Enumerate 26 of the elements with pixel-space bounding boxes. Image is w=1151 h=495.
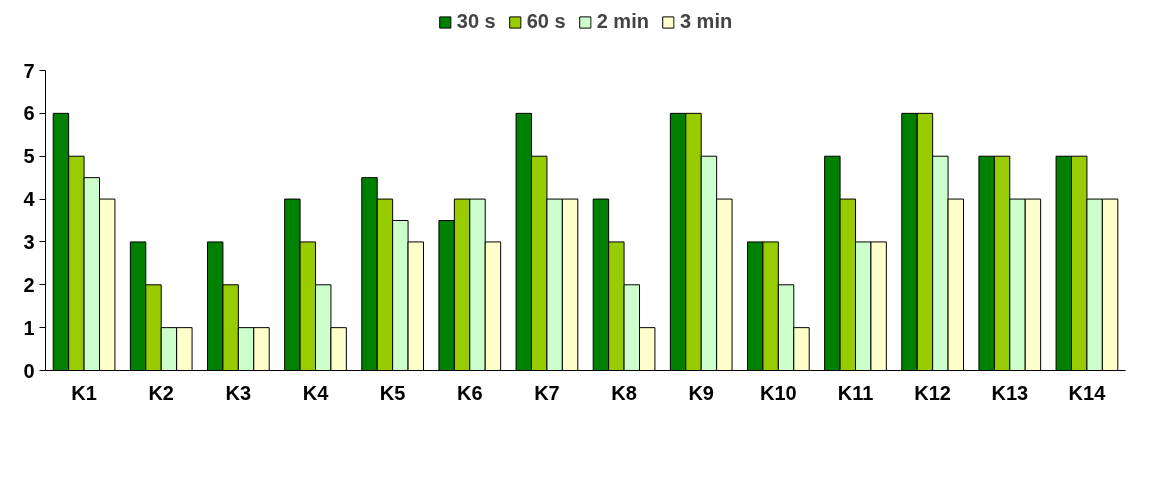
y-tick-label: 6: [23, 102, 35, 125]
x-tick-label: K7: [534, 381, 560, 404]
legend-label: 2 min: [596, 10, 649, 33]
y-tick-label: 4: [23, 188, 36, 211]
x-tick-label: K8: [611, 381, 637, 404]
y-tick-label: 0: [23, 359, 35, 382]
legend-label: 3 min: [679, 10, 733, 33]
x-tick-label: K9: [688, 381, 715, 404]
x-tick-label: K14: [1068, 381, 1107, 404]
y-tick-label: 3: [23, 230, 35, 253]
x-tick-label: K6: [457, 381, 483, 404]
x-tick-label: K2: [148, 381, 175, 404]
x-tick-label: K1: [71, 381, 97, 404]
x-tick-label: K3: [225, 381, 252, 404]
x-tick-label: K12: [914, 381, 951, 404]
y-tick-label: 7: [23, 59, 35, 82]
y-tick-label: 2: [23, 273, 35, 296]
y-tick-label: 1: [23, 316, 35, 339]
x-tick-label: K13: [991, 381, 1029, 404]
x-tick-label: K11: [837, 381, 874, 404]
x-tick-label: K5: [379, 381, 406, 404]
legend-label: 30 s: [456, 10, 496, 33]
y-tick-label: 5: [23, 145, 35, 168]
x-tick-label: K4: [302, 381, 330, 404]
legend-label: 60 s: [526, 10, 566, 33]
x-tick-label: K10: [760, 381, 797, 404]
